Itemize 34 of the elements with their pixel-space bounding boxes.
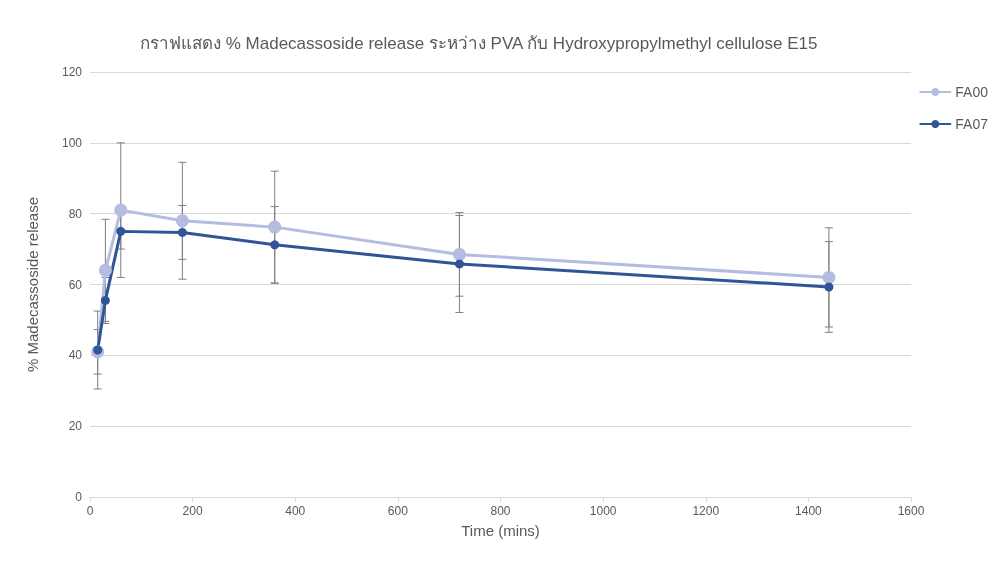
y-tick-label: 60 [68, 277, 83, 292]
x-axis-title: Time (mins) [461, 522, 540, 539]
point [116, 226, 126, 236]
x-tick-label: 0 [86, 504, 94, 518]
y-tick-label: 40 [68, 348, 83, 363]
point [270, 240, 280, 250]
y-axis-title: % Madecassoside release [24, 196, 41, 373]
y-tick-label: 80 [68, 206, 83, 221]
x-tick-label: 1200 [692, 504, 720, 518]
x-tick-label: 800 [490, 504, 511, 518]
legend-label: FA07 [955, 116, 989, 132]
x-tick-label: 600 [387, 504, 409, 518]
x-tick-label: 1600 [897, 504, 925, 518]
point [824, 282, 834, 292]
point [177, 227, 187, 237]
point [268, 220, 282, 234]
point [454, 259, 464, 269]
legend-label: FA00 [955, 84, 989, 100]
point [98, 263, 112, 277]
point [175, 214, 189, 228]
x-tick-label: 400 [285, 504, 306, 518]
point [822, 270, 836, 284]
y-tick-label: 100 [61, 135, 83, 150]
x-tick-label: 1400 [795, 504, 823, 518]
y-tick-label: 0 [75, 490, 83, 504]
chart-title: กราฟแสดง % Madecassoside release ระหว่าง PVA กับ Hydroxypropylmethyl cellulose E15 [140, 34, 818, 53]
point [100, 295, 110, 305]
point [93, 345, 103, 355]
point [452, 247, 466, 261]
y-tick-label: 120 [61, 65, 83, 79]
y-tick-label: 20 [68, 419, 83, 434]
point [114, 203, 128, 217]
x-tick-label: 200 [182, 504, 203, 518]
x-tick-label: 1000 [589, 504, 617, 518]
